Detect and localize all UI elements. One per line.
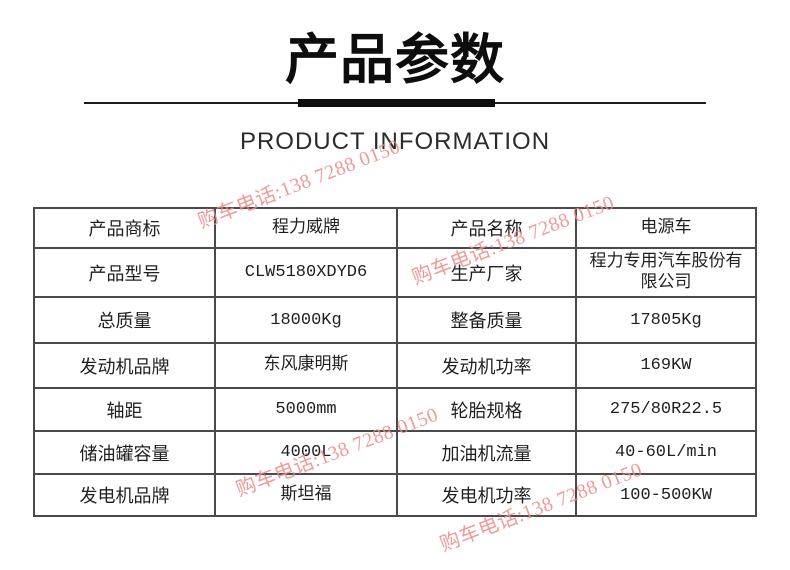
- spec-label-cell: 生产厂家: [396, 247, 577, 298]
- spec-value-cell: 18000Kg: [214, 296, 398, 344]
- spec-table: 产品商标 程力威牌 产品名称 电源车 产品型号 CLW5180XDYD6 生产厂…: [33, 207, 757, 517]
- spec-value-cell: 169KW: [575, 342, 757, 389]
- page-title: 产品参数: [285, 30, 505, 90]
- table-row: 轴距 5000mm 轮胎规格 275/80R22.5: [33, 387, 757, 432]
- title-divider: [84, 99, 706, 107]
- spec-label-cell: 轴距: [33, 387, 216, 432]
- spec-value-cell: 东风康明斯: [214, 342, 398, 389]
- spec-label-cell: 产品名称: [396, 207, 577, 249]
- spec-value-cell: 4000L: [214, 430, 398, 475]
- page-subtitle: PRODUCT INFORMATION: [239, 128, 551, 155]
- spec-value-cell: 电源车: [575, 207, 757, 249]
- spec-label-cell: 加油机流量: [396, 430, 577, 475]
- table-row: 储油罐容量 4000L 加油机流量 40-60L/min: [33, 430, 757, 475]
- table-row: 产品商标 程力威牌 产品名称 电源车: [33, 207, 757, 249]
- spec-value-cell: CLW5180XDYD6: [214, 247, 398, 298]
- spec-value-cell: 程力威牌: [214, 207, 398, 249]
- spec-label-cell: 产品型号: [33, 247, 216, 298]
- spec-label-cell: 发动机品牌: [33, 342, 216, 389]
- spec-label-cell: 总质量: [33, 296, 216, 344]
- spec-value-cell: 17805Kg: [575, 296, 757, 344]
- spec-label-cell: 储油罐容量: [33, 430, 216, 475]
- spec-value-cell: 275/80R22.5: [575, 387, 757, 432]
- spec-value-cell: 程力专用汽车股份有限公司: [575, 247, 757, 298]
- title-divider-accent: [298, 99, 495, 107]
- spec-value-cell: 斯坦福: [214, 473, 398, 517]
- table-row: 发电机品牌 斯坦福 发电机功率 100-500KW: [33, 473, 757, 517]
- spec-label-cell: 产品商标: [33, 207, 216, 249]
- spec-label-cell: 发电机功率: [396, 473, 577, 517]
- table-row: 总质量 18000Kg 整备质量 17805Kg: [33, 296, 757, 344]
- spec-label-cell: 整备质量: [396, 296, 577, 344]
- spec-label-cell: 发电机品牌: [33, 473, 216, 517]
- table-row: 产品型号 CLW5180XDYD6 生产厂家 程力专用汽车股份有限公司: [33, 247, 757, 298]
- spec-value-cell: 5000mm: [214, 387, 398, 432]
- spec-label-cell: 轮胎规格: [396, 387, 577, 432]
- spec-label-cell: 发动机功率: [396, 342, 577, 389]
- spec-value-cell: 100-500KW: [575, 473, 757, 517]
- table-row: 发动机品牌 东风康明斯 发动机功率 169KW: [33, 342, 757, 389]
- spec-value-cell: 40-60L/min: [575, 430, 757, 475]
